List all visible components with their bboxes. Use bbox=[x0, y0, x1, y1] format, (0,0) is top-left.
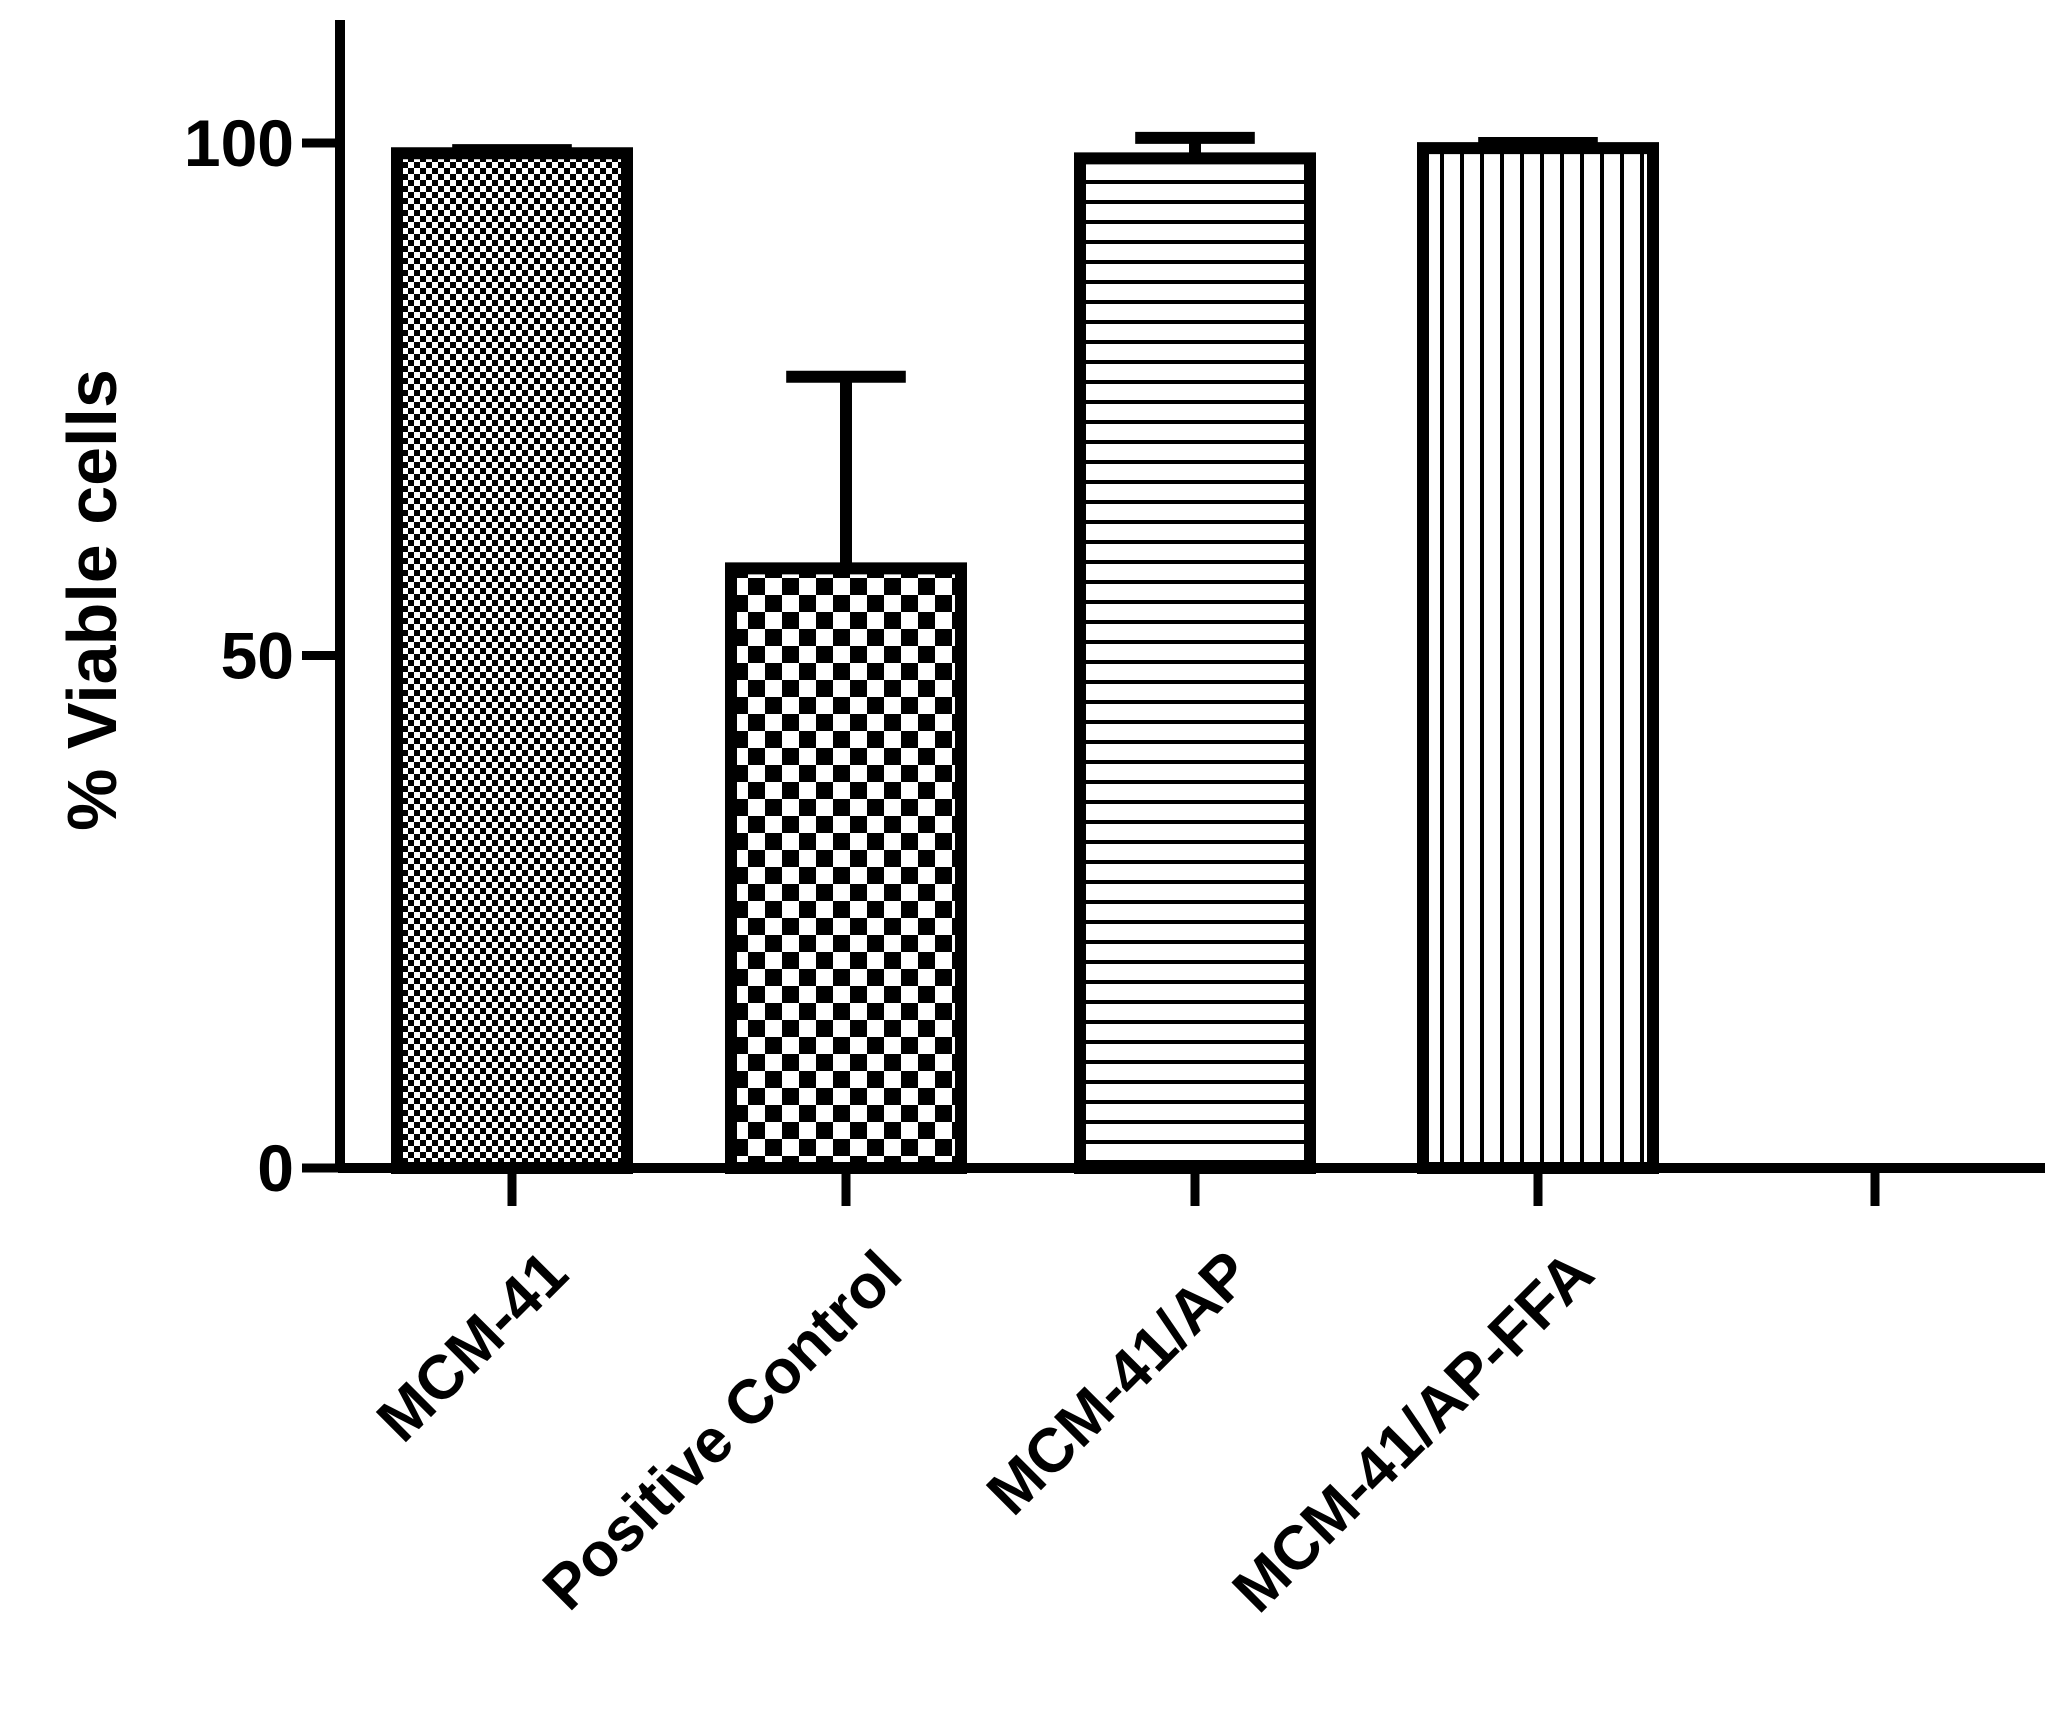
axes-layer bbox=[302, 20, 2045, 1206]
bar-2 bbox=[725, 562, 967, 1174]
x-tick-label-2: Positive Control bbox=[530, 1238, 915, 1623]
x-tick-label-4: MCM-41/AP-FFA bbox=[1220, 1238, 1607, 1625]
bars-layer bbox=[391, 131, 1659, 1174]
bar-4 bbox=[1417, 142, 1659, 1174]
y-tick-label-1: 0 bbox=[257, 1131, 294, 1205]
x-tick-label-3: MCM-41/AP bbox=[974, 1238, 1264, 1528]
y-tick-label-2: 50 bbox=[221, 619, 294, 693]
y-tick-label-3: 100 bbox=[184, 106, 294, 180]
x-tick-label-1: MCM-41 bbox=[364, 1238, 581, 1455]
y-axis-title: % Viable cells bbox=[53, 369, 131, 831]
bar-1 bbox=[391, 147, 633, 1174]
bar-3 bbox=[1074, 152, 1316, 1174]
